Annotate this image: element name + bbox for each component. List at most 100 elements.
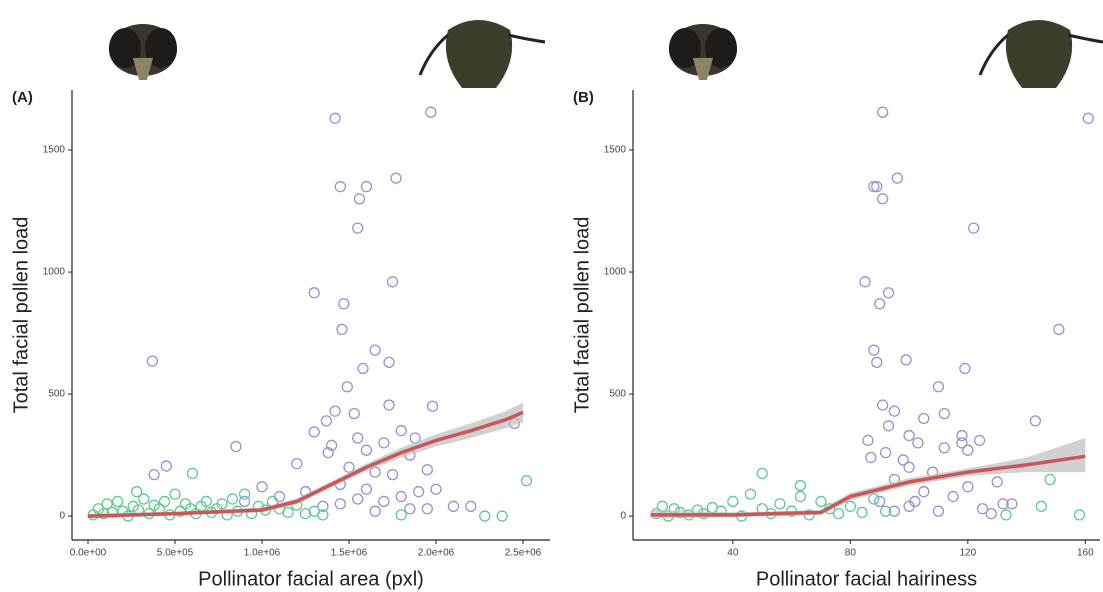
data-point bbox=[329, 112, 341, 124]
data-point bbox=[962, 444, 974, 456]
data-point bbox=[308, 287, 320, 299]
data-point bbox=[756, 467, 768, 480]
data-point bbox=[959, 362, 971, 375]
data-point bbox=[148, 468, 160, 481]
data-point bbox=[1053, 323, 1065, 336]
data-point bbox=[360, 483, 373, 495]
data-point bbox=[378, 437, 390, 449]
data-point bbox=[862, 434, 874, 447]
x-tick-label: 160 bbox=[1077, 548, 1094, 559]
y-tick-label: 1500 bbox=[43, 145, 66, 156]
data-point bbox=[230, 440, 242, 453]
data-point bbox=[421, 503, 433, 515]
data-point bbox=[891, 172, 903, 184]
data-point bbox=[859, 276, 871, 288]
x-axis-title: Pollinator facial area (pxl) bbox=[198, 568, 424, 590]
data-point bbox=[395, 425, 407, 437]
data-point bbox=[352, 493, 364, 505]
data-point bbox=[1082, 112, 1094, 124]
confidence-band bbox=[88, 402, 524, 519]
y-axis-title: Total facial pollen load bbox=[571, 217, 593, 414]
data-point bbox=[334, 498, 346, 510]
data-point bbox=[973, 434, 986, 447]
data-point bbox=[938, 407, 950, 420]
data-point bbox=[856, 506, 868, 519]
data-point bbox=[985, 507, 997, 520]
data-point bbox=[386, 468, 399, 481]
y-tick-label: 0 bbox=[620, 511, 626, 522]
data-point bbox=[991, 476, 1003, 488]
data-point bbox=[877, 399, 889, 411]
panel-label: (B) bbox=[573, 89, 594, 106]
data-point bbox=[352, 222, 364, 234]
data-point bbox=[174, 505, 186, 517]
y-tick-label: 1500 bbox=[604, 145, 627, 156]
data-point bbox=[794, 490, 807, 503]
data-point bbox=[360, 180, 373, 193]
x-tick-label: 2.0e+06 bbox=[418, 548, 455, 559]
data-point bbox=[976, 503, 989, 515]
data-point bbox=[1035, 500, 1047, 512]
data-point bbox=[238, 495, 251, 508]
data-point bbox=[882, 420, 895, 432]
data-point bbox=[291, 457, 303, 470]
data-point bbox=[912, 437, 924, 449]
data-point bbox=[1073, 509, 1086, 521]
data-point bbox=[479, 510, 491, 522]
x-tick-label: 0.0e+00 bbox=[70, 548, 107, 559]
data-point bbox=[938, 442, 950, 454]
data-point bbox=[383, 399, 395, 411]
data-point bbox=[412, 486, 425, 498]
data-point bbox=[378, 495, 390, 508]
data-point bbox=[200, 495, 212, 508]
x-axis-title: Pollinator facial hairiness bbox=[756, 568, 977, 590]
panel-label: (A) bbox=[12, 89, 33, 106]
data-point bbox=[909, 495, 921, 508]
data-point bbox=[317, 500, 329, 512]
data-point bbox=[447, 500, 460, 512]
data-point bbox=[947, 490, 959, 503]
data-point bbox=[146, 355, 159, 367]
data-point bbox=[357, 362, 369, 375]
data-point bbox=[956, 437, 968, 449]
data-point bbox=[273, 490, 286, 503]
data-point bbox=[1044, 473, 1056, 486]
data-point bbox=[815, 495, 827, 508]
data-point bbox=[844, 500, 856, 512]
data-point bbox=[353, 193, 366, 205]
data-point bbox=[395, 490, 407, 503]
data-point bbox=[320, 415, 333, 427]
trend-line bbox=[650, 454, 1086, 517]
x-tick-label: 120 bbox=[959, 548, 976, 559]
data-point bbox=[932, 505, 945, 517]
x-tick-label: 1.5e+06 bbox=[331, 548, 368, 559]
data-point bbox=[868, 180, 880, 193]
data-point bbox=[879, 505, 892, 517]
data-point bbox=[341, 381, 353, 393]
data-point bbox=[336, 323, 348, 336]
data-point bbox=[348, 407, 360, 420]
confidence-band bbox=[650, 437, 1086, 519]
data-point bbox=[395, 509, 407, 521]
data-point bbox=[338, 298, 350, 310]
data-point bbox=[317, 509, 329, 521]
data-point bbox=[918, 412, 930, 425]
data-point bbox=[329, 405, 341, 417]
data-point bbox=[360, 444, 373, 456]
data-point bbox=[169, 488, 181, 500]
data-point bbox=[1029, 415, 1042, 427]
data-point bbox=[160, 460, 172, 472]
data-point bbox=[322, 446, 334, 459]
data-point bbox=[216, 498, 228, 510]
data-point bbox=[158, 495, 171, 508]
data-point bbox=[369, 344, 381, 356]
data-point bbox=[1006, 498, 1018, 510]
data-point bbox=[874, 298, 886, 310]
bee-head-icon bbox=[418, 20, 546, 88]
data-point bbox=[430, 483, 442, 495]
fly-head-icon bbox=[669, 24, 737, 80]
trend-line bbox=[87, 410, 524, 518]
data-point bbox=[308, 426, 320, 438]
data-point bbox=[111, 495, 124, 508]
data-point bbox=[868, 344, 880, 356]
